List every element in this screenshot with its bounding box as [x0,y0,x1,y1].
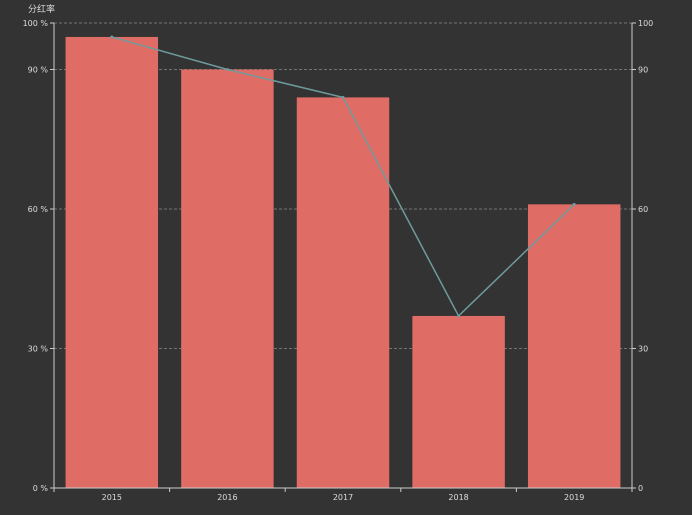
axes: 0 % 0 30 % 30 60 % 60 90 % 90 100 % 100 2015 2016 20… [23,19,654,502]
y-right-tick-label: 30 [638,345,648,354]
line-point-2016 [225,68,229,71]
bar-2017 [296,97,390,489]
y-left-tick-label: 100 % [23,19,49,28]
y-right-tick-label: 100 [638,19,653,28]
line-point-2018 [457,314,461,318]
bar-2016 [181,69,274,488]
bar-series [65,36,621,489]
bar-2018 [412,315,505,488]
y-left-tick-label: 90 % [28,66,49,75]
x-tick-label: 2016 [217,493,237,502]
y-axis-title: 分红率 [28,3,55,15]
y-left-tick-label: 60 % [28,205,49,214]
y-left-tick-label: 0 % [33,484,49,493]
bar-2019 [527,204,621,488]
x-tick-label: 2015 [102,493,122,502]
y-right-tick-label: 60 [638,205,648,214]
x-tick-label: 2017 [333,493,353,502]
line-point-2019 [572,202,576,206]
x-tick-label: 2019 [564,493,584,502]
x-tick-label: 2018 [448,493,468,502]
line-point-2017 [341,95,345,99]
y-left-tick-label: 30 % [28,345,49,354]
line-series [110,35,576,318]
line-point-2015 [110,35,114,39]
y-right-tick-label: 0 [638,484,643,493]
y-right-tick-label: 90 [638,66,648,75]
bar-2015 [65,36,159,488]
